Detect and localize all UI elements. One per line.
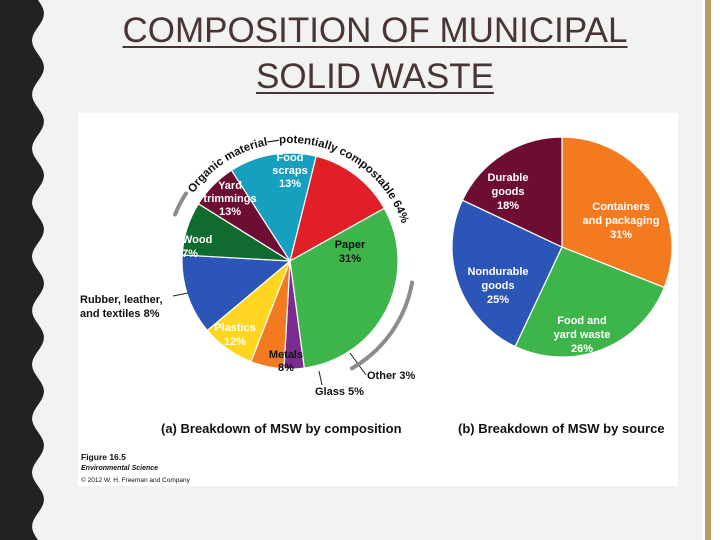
slide-title: COMPOSITION OF MUNICIPAL SOLID WASTE (70, 8, 680, 100)
msw-pie-charts: Food scraps 13% Paper 31% Other 3%Glass 5% Met… (80, 134, 673, 484)
slide-title-line-2: SOLID WASTE (256, 57, 494, 96)
composition-label-other: Other 3% (367, 370, 416, 382)
composition-slice-yard-trimmings (230, 152, 317, 263)
gold-stripe (705, 0, 711, 540)
right-accent-bar (702, 0, 720, 540)
source-slice-food-and-yard-waste (514, 246, 666, 358)
composition-slice-food-scraps (289, 155, 386, 263)
composition-leader-rubber-leather-and-textiles (172, 292, 189, 297)
composition-label-paper: Paper 31% (335, 239, 366, 265)
composition-label-rubber-leather-and-textiles: Rubber, leather, and textiles 8% (80, 294, 163, 320)
source-slice-nondurable-goods (451, 199, 563, 348)
figure-number: Figure 16.5 (81, 452, 126, 462)
figure-copyright: © 2012 W. H. Freeman and Company (81, 476, 191, 484)
organic-material-bracket-left (173, 191, 188, 217)
organic-material-bracket-right (350, 280, 415, 371)
source-slice-containers-and-packaging (561, 136, 673, 289)
source-slice-durable-goods (461, 136, 563, 248)
composition-label-yard-trimmings: Yard trimmings 13% (203, 180, 256, 218)
source-label-food-and-yard-waste: Food and yard waste 26% (554, 315, 611, 355)
source-label-durable-goods: Durable goods 18% (488, 172, 529, 212)
msw-figure: Food scraps 13% Paper 31% Other 3% Glass 5% Met… (78, 113, 678, 486)
composition-label-food-scraps: Food scraps 13% (272, 152, 307, 190)
decorative-wavy-border (0, 0, 44, 540)
composition-slice-plastics (181, 254, 292, 332)
chart-b-title: (b) Breakdown of MSW by source (458, 421, 665, 436)
composition-pie-chart: Food scraps 13% Paper 31% Other 3%Glass 5% Met… (80, 152, 416, 398)
composition-leader-glass (318, 370, 323, 386)
composition-label-wood: Wood 7% (182, 234, 212, 260)
source-pie-chart: Containers and packaging 31% Food and yard w… (451, 136, 673, 358)
figure-book-title: Environmental Science (81, 465, 158, 472)
source-label-containers-and-packaging: Containers and packaging 31% (582, 201, 659, 241)
composition-label-plastics: Plastics 12% (214, 322, 256, 348)
composition-label-metals: Metals 8% (269, 349, 303, 374)
chart-a-title: (a) Breakdown of MSW by composition (161, 421, 402, 436)
source-label-nondurable-goods: Nondurable goods 25% (467, 266, 528, 306)
slide-title-line-1: COMPOSITION OF MUNICIPAL (122, 11, 628, 50)
composition-label-glass: Glass 5% (315, 386, 364, 398)
composition-slice-paper (289, 207, 399, 369)
